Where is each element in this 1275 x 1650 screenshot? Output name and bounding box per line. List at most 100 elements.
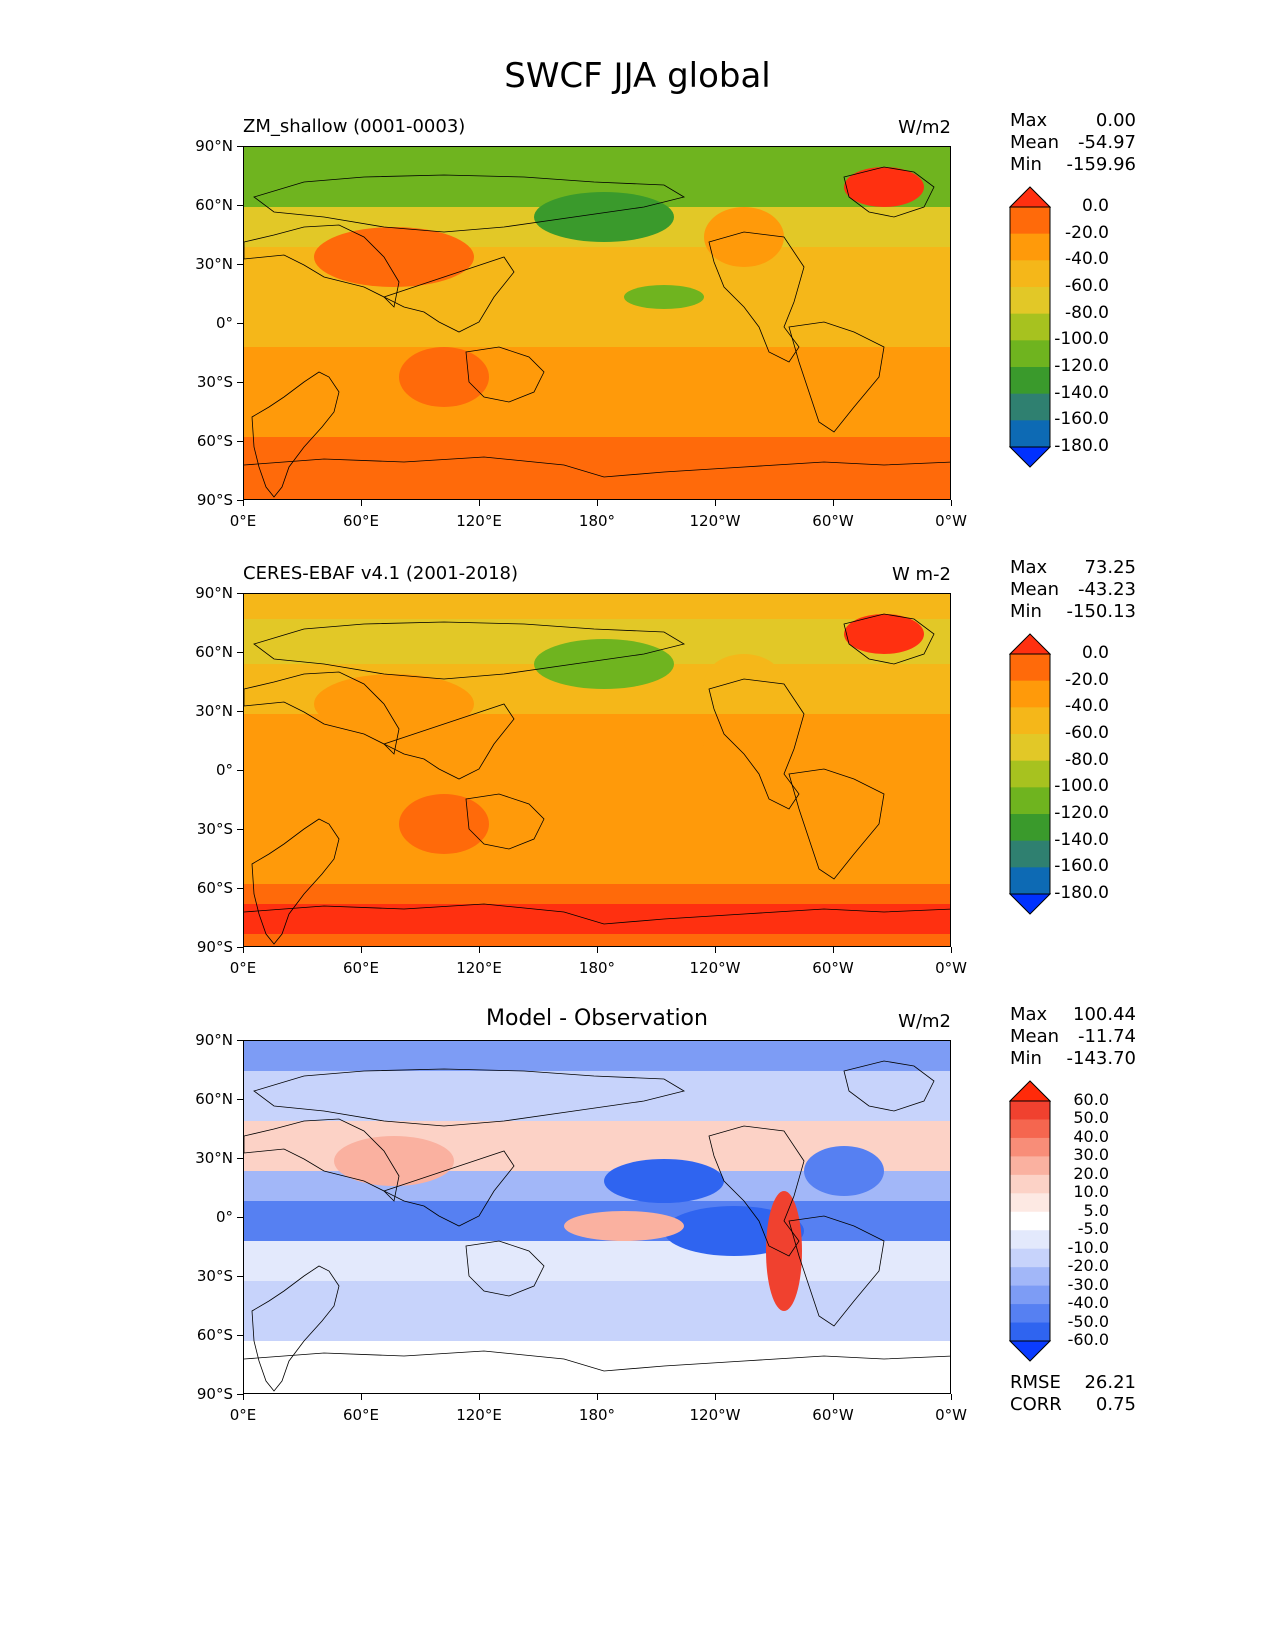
coastline <box>788 1215 885 1327</box>
colorbar-tick-label: -140.0 <box>1054 829 1109 850</box>
x-tick <box>479 1394 480 1400</box>
stat-value: -143.70 <box>1066 1048 1136 1069</box>
field-band <box>244 884 950 904</box>
x-tick-label: 60°W <box>812 512 854 530</box>
stats-block: Max 100.44 Mean -11.74 Min -143.70 <box>1010 1004 1136 1070</box>
field-blob <box>334 1136 454 1186</box>
x-tick <box>361 1394 362 1400</box>
colorbar-tick-label: -160.0 <box>1054 856 1109 877</box>
colorbar-tick-label: 30.0 <box>1073 1145 1109 1165</box>
map-plot <box>243 593 951 947</box>
x-tick-label: 60°E <box>342 959 380 977</box>
colorbar-tick-label: -30.0 <box>1067 1274 1109 1294</box>
colorbar-segment <box>1010 1174 1050 1194</box>
coastline <box>788 768 885 880</box>
colorbar-segment <box>1010 1230 1050 1250</box>
coastline <box>251 1265 340 1392</box>
coastline <box>382 1150 515 1227</box>
x-tick <box>597 1394 598 1400</box>
y-tick <box>237 1394 243 1395</box>
colorbar-tick-label: -20.0 <box>1065 222 1109 243</box>
y-tick-label: 60°S <box>196 432 233 450</box>
x-tick <box>833 947 834 953</box>
colorbar <box>1009 186 1051 468</box>
colorbar-segment <box>1010 680 1050 708</box>
x-tick-label: 0°E <box>229 1406 257 1424</box>
coastline <box>465 793 545 850</box>
y-tick-label: 30°N <box>195 702 233 720</box>
coastline <box>244 903 950 925</box>
colorbar-segment <box>1010 814 1050 842</box>
y-tick-label: 30°S <box>196 373 233 391</box>
field-blob <box>844 167 924 207</box>
colorbar-tick-label: -180.0 <box>1054 436 1109 456</box>
stat-value: -54.97 <box>1077 132 1136 153</box>
stat-label: Mean <box>1010 1026 1060 1047</box>
y-tick-label: 30°N <box>195 255 233 273</box>
figure-title: SWCF JJA global <box>504 56 771 96</box>
colorbar-tick-label: -180.0 <box>1054 883 1109 903</box>
y-tick <box>237 770 243 771</box>
x-tick-label: 120°E <box>456 959 502 977</box>
y-tick <box>237 500 243 501</box>
colorbar-tick-label: -60.0 <box>1067 1330 1109 1349</box>
y-tick <box>237 264 243 265</box>
y-tick <box>237 1217 243 1218</box>
stat-label: Max <box>1010 1004 1048 1025</box>
units-label: W m-2 <box>891 564 951 585</box>
field-band <box>244 904 950 934</box>
field-blob <box>564 1211 684 1241</box>
x-tick <box>597 500 598 506</box>
colorbar-segment <box>1010 1101 1050 1120</box>
colorbar-tick-label: -140.0 <box>1054 382 1109 403</box>
field-band <box>244 594 950 619</box>
colorbar-segment <box>1010 654 1050 682</box>
field-band <box>244 1071 950 1121</box>
coastline <box>251 371 340 498</box>
field-blob <box>766 1191 802 1311</box>
field-band <box>244 1341 950 1393</box>
colorbar-tick-label: 10.0 <box>1073 1182 1109 1202</box>
field-band <box>244 407 950 437</box>
colorbar-tick-label: -5.0 <box>1077 1219 1109 1239</box>
field-blob <box>604 1159 724 1203</box>
colorbar-segment <box>1010 1193 1050 1213</box>
stat-label: Mean <box>1010 132 1060 153</box>
colorbar-tick-label: -20.0 <box>1067 1256 1109 1276</box>
colorbar <box>1009 1080 1051 1362</box>
x-tick-label: 60°W <box>812 1406 854 1424</box>
colorbar-segment <box>1010 1304 1050 1324</box>
colorbar-tick-label: -100.0 <box>1054 776 1109 797</box>
stat-value: -11.74 <box>1077 1026 1136 1047</box>
y-tick-label: 90°S <box>196 491 233 509</box>
x-tick <box>715 1394 716 1400</box>
field-blob <box>314 227 474 287</box>
y-tick-label: 0° <box>215 1208 233 1226</box>
coastline <box>244 456 950 478</box>
colorbar-outline <box>1009 206 1051 448</box>
colorbar-outline <box>1009 1100 1051 1342</box>
field-blob <box>624 732 704 756</box>
y-tick <box>237 947 243 948</box>
colorbar-extend-max <box>1009 633 1051 655</box>
coastline <box>253 1068 686 1127</box>
y-tick-label: 0° <box>215 314 233 332</box>
x-tick-label: 120°W <box>689 959 741 977</box>
field-band <box>244 437 950 499</box>
y-tick-label: 30°N <box>195 1149 233 1167</box>
field-blob <box>399 794 489 854</box>
colorbar-tick-label: 40.0 <box>1073 1126 1109 1146</box>
x-tick-label: 180° <box>578 1406 616 1424</box>
y-tick-label: 60°S <box>196 1326 233 1344</box>
y-tick-label: 60°N <box>195 196 233 214</box>
y-tick <box>237 323 243 324</box>
y-tick <box>237 1276 243 1277</box>
colorbar-segment <box>1010 707 1050 735</box>
y-tick <box>237 441 243 442</box>
colorbar-tick-label: -50.0 <box>1067 1311 1109 1331</box>
y-tick-label: 90°N <box>195 1031 233 1049</box>
y-tick-label: 90°N <box>195 137 233 155</box>
colorbar <box>1009 633 1051 915</box>
x-tick-label: 120°E <box>456 1406 502 1424</box>
field-band <box>244 347 950 407</box>
